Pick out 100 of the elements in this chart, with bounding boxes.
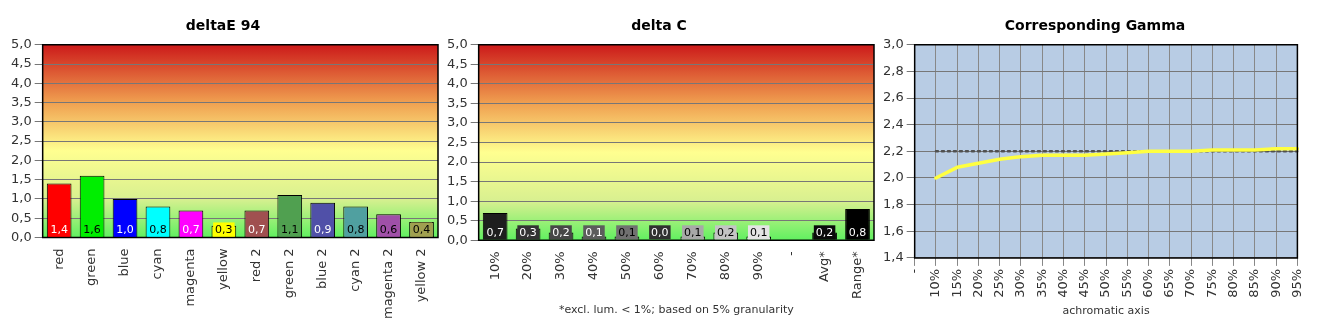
y-tick-label: 0,5 xyxy=(10,209,32,225)
data-label: 1,0 xyxy=(116,222,134,236)
x-tick-label: 80% xyxy=(1224,268,1240,298)
y-tick-label: 4,5 xyxy=(446,55,468,71)
x-tick-label: 95% xyxy=(1288,268,1304,298)
y-tick-label: 3,5 xyxy=(446,94,468,110)
data-label: 0,1 xyxy=(749,225,768,239)
x-tick-label: red 2 xyxy=(248,248,264,283)
x-tick-label: 60% xyxy=(651,251,667,281)
y-tick-label: 3,5 xyxy=(10,93,32,109)
x-tick-label: blue xyxy=(116,248,132,277)
data-label: 0,4 xyxy=(412,222,431,236)
x-tick-label: 50% xyxy=(1097,268,1113,298)
x-tick-label: 65% xyxy=(1161,268,1177,298)
y-tick-label: 3,0 xyxy=(446,114,468,130)
x-tick-label: 25% xyxy=(991,268,1007,298)
x-tick-label: red xyxy=(50,248,66,270)
y-tick-label: 2,6 xyxy=(882,89,904,105)
data-label: 0,6 xyxy=(379,222,398,236)
y-tick-label: 5,0 xyxy=(446,36,468,52)
data-label: 0,9 xyxy=(313,222,332,236)
y-tick-label: 3,0 xyxy=(882,36,904,52)
x-tick-label: 10% xyxy=(486,251,502,281)
x-tick-label: 50% xyxy=(618,251,634,281)
y-tick-label: 4,0 xyxy=(446,75,468,91)
data-label: 0,7 xyxy=(486,225,504,239)
x-tick-label: 20% xyxy=(969,268,985,298)
y-tick-label: 2,8 xyxy=(882,62,904,78)
x-tick-label: - xyxy=(906,268,922,274)
y-tick-label: 1,0 xyxy=(10,190,32,206)
x-tick-label: yellow xyxy=(215,248,231,290)
y-tick-label: 0,0 xyxy=(446,231,468,247)
data-label: 0,2 xyxy=(717,225,735,239)
chart-title: delta C xyxy=(631,17,687,34)
y-tick-label: 2,0 xyxy=(446,153,468,169)
x-tick-label: 90% xyxy=(750,251,766,281)
x-tick-label: green xyxy=(83,248,99,286)
x-tick-label: 30% xyxy=(1012,268,1028,298)
data-label: 0,1 xyxy=(585,225,603,239)
x-tick-label: cyan 2 xyxy=(347,248,363,292)
x-tick-label: green 2 xyxy=(281,248,297,299)
data-label: 0,1 xyxy=(684,225,702,239)
data-label: 1,4 xyxy=(50,222,68,236)
y-tick-label: 1,0 xyxy=(446,192,468,208)
chart-title: deltaE 94 xyxy=(185,17,261,34)
x-tick-label: 75% xyxy=(1203,268,1219,298)
y-tick-label: 3,0 xyxy=(10,113,32,129)
data-label: 0,3 xyxy=(215,222,233,236)
x-tick-label: 70% xyxy=(1182,268,1198,298)
y-tick-label: 2,0 xyxy=(10,151,32,167)
y-tick-label: 0,0 xyxy=(10,228,32,244)
y-tick-label: 1,5 xyxy=(446,173,468,189)
x-tick-label: 45% xyxy=(1076,268,1092,298)
x-tick-label: Range* xyxy=(848,250,864,299)
x-tick-label: magenta 2 xyxy=(379,248,395,320)
data-label: 0,7 xyxy=(182,222,200,236)
data-label: 0,2 xyxy=(815,225,834,239)
data-label: 0,2 xyxy=(552,225,570,239)
y-tick-label: 1,4 xyxy=(882,249,904,265)
data-label: 0,8 xyxy=(149,222,167,236)
x-tick-label: 35% xyxy=(1033,268,1049,298)
data-label: 0,1 xyxy=(618,225,636,239)
x-tick-label: 55% xyxy=(1118,268,1134,298)
data-label: 0,0 xyxy=(651,225,669,239)
x-tick-label: 40% xyxy=(585,251,601,281)
y-tick-label: 1,8 xyxy=(882,196,904,211)
x-tick-label: 10% xyxy=(927,268,943,298)
y-tick-label: 2,5 xyxy=(10,132,32,148)
y-tick-label: 4,0 xyxy=(10,74,32,90)
x-tick-label: 15% xyxy=(948,268,964,298)
data-label: 1,6 xyxy=(83,222,101,236)
x-tick-label: cyan xyxy=(149,248,165,280)
x-tick-label: Avg* xyxy=(815,250,831,282)
data-label: 0,3 xyxy=(519,225,537,239)
y-tick-label: 1,5 xyxy=(10,171,32,186)
y-tick-label: 2,2 xyxy=(882,142,904,158)
data-label: 1,1 xyxy=(281,222,299,236)
x-tick-label: 20% xyxy=(519,251,535,281)
x-axis-title: achromatic axis xyxy=(1062,304,1150,318)
y-tick-label: 4,5 xyxy=(10,55,32,71)
x-tick-label: 80% xyxy=(717,251,733,281)
x-tick-label: - xyxy=(783,251,799,256)
y-tick-label: 0,5 xyxy=(446,212,468,228)
x-tick-label: 60% xyxy=(1139,268,1155,298)
y-tick-label: 2,4 xyxy=(882,116,904,132)
x-tick-label: 30% xyxy=(552,251,568,281)
x-tick-label: magenta xyxy=(182,248,198,307)
x-tick-label: 85% xyxy=(1246,268,1262,298)
y-tick-label: 1,6 xyxy=(882,222,904,238)
x-tick-label: blue 2 xyxy=(314,248,330,289)
chart-title: Corresponding Gamma xyxy=(1004,17,1186,34)
data-label: 0,8 xyxy=(848,225,867,239)
x-tick-label: 40% xyxy=(1054,268,1070,298)
data-label: 0,7 xyxy=(248,222,266,236)
data-label: 0,8 xyxy=(346,222,365,236)
y-tick-label: 5,0 xyxy=(10,36,32,52)
x-tick-label: yellow 2 xyxy=(412,248,428,303)
text: *excl. lum. < 1%; based on 5% granularity xyxy=(558,303,795,317)
y-tick-label: 2,0 xyxy=(882,169,904,185)
x-tick-label: 70% xyxy=(684,251,700,281)
